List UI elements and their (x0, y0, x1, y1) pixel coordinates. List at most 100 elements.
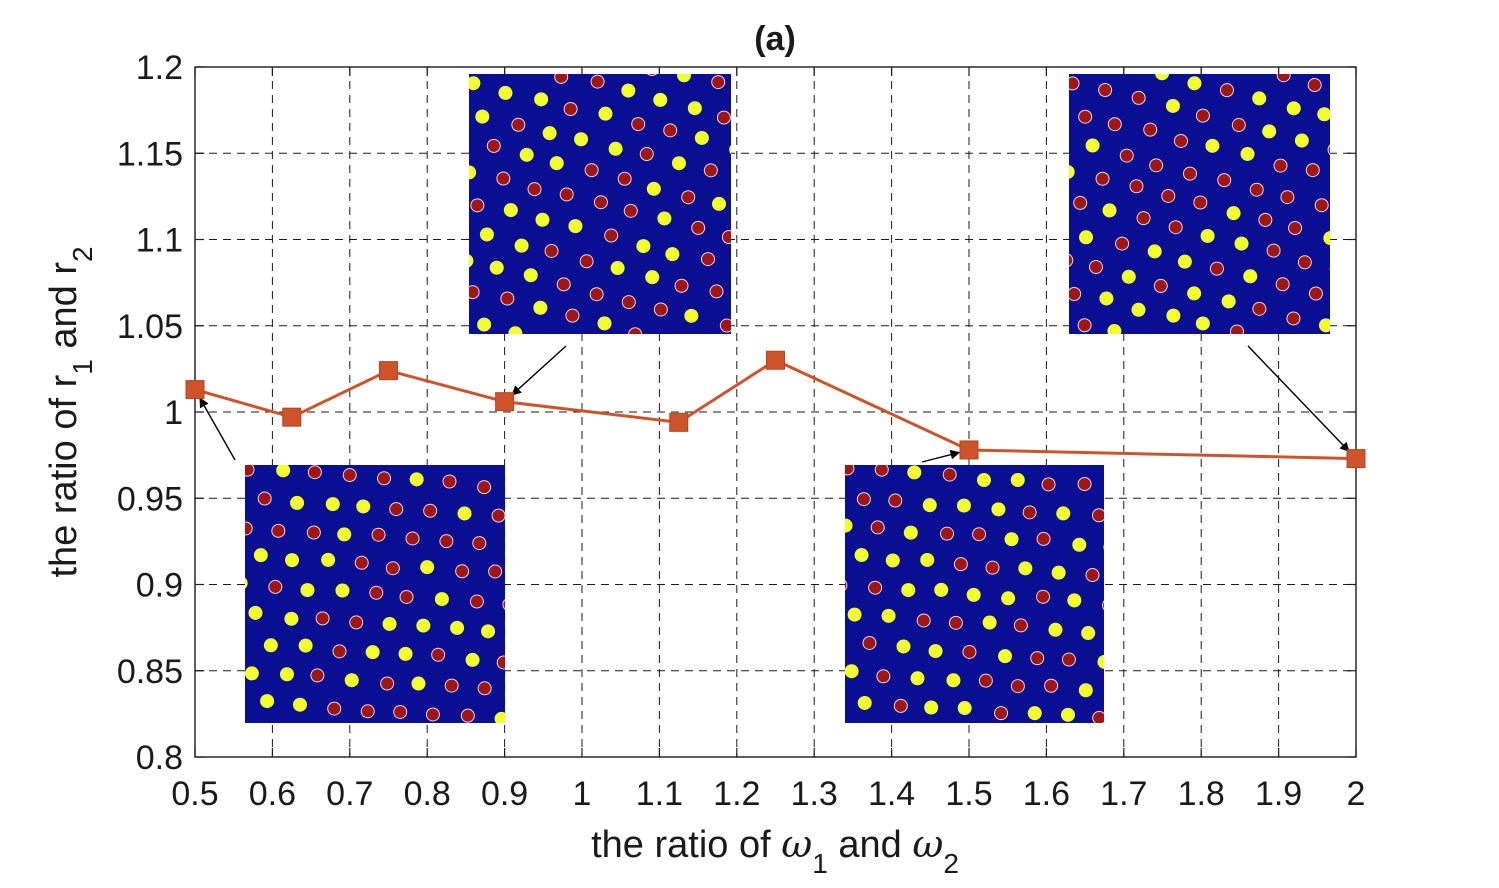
yellow-particle (1072, 537, 1087, 552)
red-particle (342, 468, 357, 483)
red-particle (1249, 182, 1264, 197)
red-particle (442, 474, 457, 489)
yellow-particle (465, 652, 480, 667)
red-particle (271, 523, 286, 538)
arrow-inset-pattern-x2 (1247, 345, 1350, 453)
red-particle (470, 198, 485, 213)
yellow-particle (671, 156, 686, 171)
red-particle (354, 555, 369, 570)
y-axis-label: the ratio of r1 and r2 (43, 246, 98, 577)
red-particle (491, 508, 505, 523)
red-particle (389, 502, 404, 517)
yellow-particle (621, 83, 636, 98)
yellow-particle (574, 132, 589, 147)
red-particle (472, 536, 487, 551)
yellow-particle (653, 92, 668, 107)
red-particle (1288, 221, 1303, 236)
yellow-particle (1067, 593, 1082, 608)
yellow-particle (534, 92, 549, 107)
red-particle (371, 527, 386, 542)
yellow-particle (1323, 231, 1330, 246)
yellow-particle (477, 317, 492, 332)
yellow-particle (1286, 101, 1301, 116)
yellow-particle (1004, 532, 1019, 547)
yellow-particle (284, 611, 299, 626)
red-particle (972, 527, 987, 542)
red-particle (1085, 568, 1100, 583)
y-tick-label: 0.85 (117, 653, 183, 691)
yellow-particle (568, 219, 583, 234)
x-tick-label: 1.1 (636, 775, 683, 813)
yellow-particle (956, 498, 971, 513)
y-tick-label: 1.15 (117, 135, 183, 173)
inset-arrows (199, 345, 1350, 463)
yellow-particle (1079, 230, 1094, 245)
red-particle (1119, 148, 1134, 163)
red-particle (653, 302, 668, 317)
yellow-particle (248, 605, 263, 620)
red-particle (1036, 589, 1051, 604)
red-particle (1143, 122, 1158, 137)
series-line (194, 358, 1357, 461)
red-particle (962, 644, 977, 659)
red-particle (1107, 117, 1122, 132)
red-particle (477, 681, 492, 696)
red-particle (1044, 678, 1059, 693)
y-tick-label: 1.2 (136, 49, 183, 87)
red-particle (1273, 158, 1288, 173)
yellow-particle (498, 85, 513, 100)
red-particle (360, 704, 375, 719)
y-tick-label: 1 (164, 394, 183, 432)
yellow-particle (1147, 244, 1162, 259)
arrow-inset-pattern-x0.9 (511, 345, 567, 396)
red-particle (942, 467, 957, 482)
red-particle (1022, 505, 1037, 520)
red-particle (1153, 278, 1168, 293)
yellow-particle (1155, 74, 1170, 81)
x-tick-label: 1.6 (1023, 775, 1070, 813)
inset-dots (1069, 74, 1330, 334)
red-particle (502, 598, 505, 610)
yellow-particle (300, 583, 315, 598)
red-particle (1305, 163, 1320, 178)
red-particle (307, 465, 322, 480)
red-particle (584, 163, 599, 178)
red-particle (631, 117, 646, 132)
red-particle (1252, 301, 1267, 316)
red-particle (1095, 171, 1110, 186)
data-point (379, 361, 398, 381)
red-particle (639, 147, 654, 162)
red-particle (593, 195, 608, 210)
y-tick-label: 0.8 (136, 739, 183, 777)
red-particle (425, 707, 440, 722)
yellow-particle (290, 495, 305, 510)
red-particle (1013, 618, 1028, 633)
yellow-particle (1165, 98, 1180, 113)
yellow-particle (687, 101, 702, 116)
yellow-particle (514, 238, 529, 253)
yellow-particle (382, 616, 397, 631)
yellow-particle (924, 700, 939, 715)
yellow-particle (896, 639, 911, 654)
yellow-particle (598, 106, 613, 121)
red-particle (1195, 108, 1210, 123)
inset-pattern-x0.9 (469, 74, 731, 334)
red-particle (1275, 277, 1290, 292)
red-particle (1209, 261, 1224, 276)
yellow-particle (276, 465, 291, 478)
red-particle (486, 138, 501, 153)
yellow-particle (494, 711, 505, 723)
red-particle (709, 284, 724, 299)
red-particle (1069, 253, 1074, 267)
yellow-particle (712, 196, 727, 211)
yellow-particle (1001, 591, 1016, 606)
x-tick-label: 2 (1347, 775, 1366, 813)
yellow-particle (934, 582, 949, 597)
red-particle (496, 171, 511, 186)
yellow-particle (469, 76, 481, 91)
x-tick-labels: 0.5 0.6 0.7 0.8 0.9 1 1.1 1.2 1.3 1.4 1.5 1.6 1.7 1.8… (171, 775, 1365, 813)
red-particle (623, 203, 638, 218)
x-tick-label: 0.5 (171, 775, 218, 813)
red-particle (1266, 243, 1281, 258)
red-particle (565, 308, 580, 323)
